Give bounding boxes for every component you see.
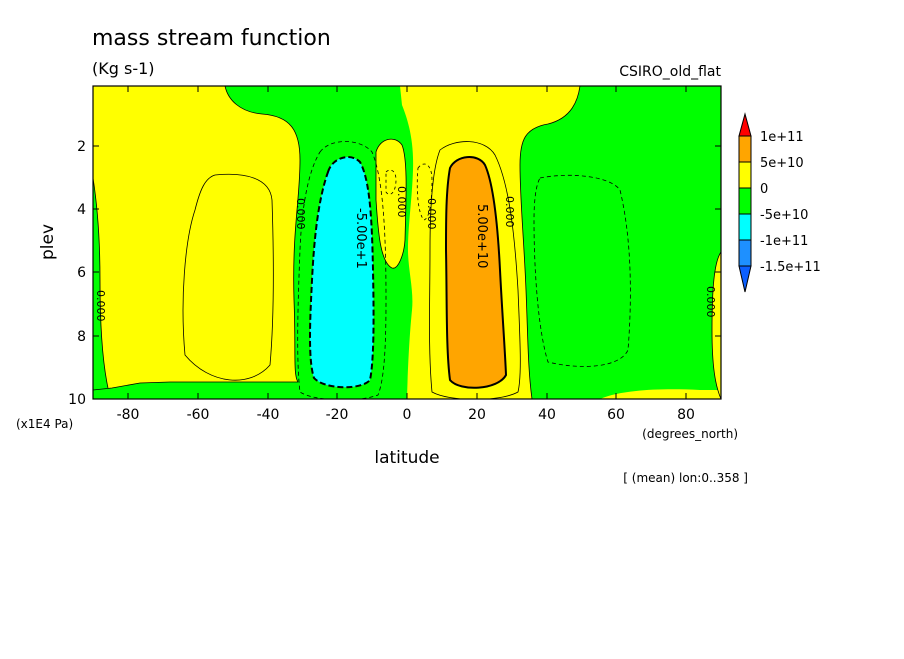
contour-northern-cell-outer [429, 141, 521, 399]
contour-label: 0.000 [294, 198, 307, 230]
colorbar-swatch [738, 187, 752, 215]
x-tick-label: 40 [538, 407, 556, 423]
contour-label: 0.000 [503, 196, 516, 228]
colorbar-label: 5e+10 [760, 156, 804, 171]
x-tick-label: -20 [326, 407, 349, 423]
y-units: (x1E4 Pa) [16, 417, 73, 431]
region-right-edge-positive [712, 252, 721, 399]
colorbar-swatch [738, 135, 752, 163]
contour-left-inner [182, 173, 274, 381]
x-tick-label: 60 [607, 407, 625, 423]
x-tick-label: 80 [677, 407, 695, 423]
contour-equator-lobe [375, 138, 407, 269]
contour-label: -5.00e+1 [353, 208, 368, 269]
colorbar-label: -1e+11 [760, 234, 808, 249]
contour-northern-cell-heavy [444, 156, 508, 389]
colorbar-bottom-arrow [738, 265, 752, 293]
x-ticks [127, 86, 687, 399]
y-tick-label: 10 [68, 392, 86, 408]
chart-title: mass stream function [92, 26, 331, 51]
colorbar-top-arrow [738, 112, 752, 137]
contour-left-edge [93, 177, 109, 389]
x-tick-label: -60 [187, 407, 210, 423]
y-tick-label: 6 [77, 265, 86, 281]
contour-north-dashed [533, 174, 631, 367]
x-tick-label: 0 [403, 407, 412, 423]
colorbar-swatch [738, 239, 752, 267]
contour-label: 0.000 [94, 290, 107, 322]
y-tick-label: 8 [77, 329, 86, 345]
contour-label: 5.00e+10 [474, 204, 489, 268]
contour-southern-cell-dashed [297, 141, 387, 399]
x-tick-label: 20 [468, 407, 486, 423]
region-equator-lobe [376, 139, 407, 269]
contour-label: 0.000 [425, 198, 438, 230]
region-right-bottom [600, 389, 721, 399]
region-left-edge-negative [93, 178, 108, 392]
model-label: CSIRO_old_flat [619, 64, 721, 80]
x-axis-label: latitude [374, 448, 439, 468]
region-southern-cell-core [310, 157, 374, 388]
contour-northern-zero [519, 86, 581, 399]
region-left-positive [93, 86, 300, 390]
x-tick-label: -40 [257, 407, 280, 423]
colorbar [738, 112, 752, 293]
y-tick-label: 2 [77, 139, 86, 155]
x-units: (degrees_north) [642, 427, 738, 441]
contour-right-edge [711, 251, 721, 399]
x-tick-labels: -80 -60 -40 -20 0 20 40 60 80 [117, 407, 695, 423]
y-tick-labels: 2 4 6 8 10 [68, 139, 86, 408]
colorbar-labels: 1e+11 5e+10 0 -5e+10 -1e+11 -1.5e+11 [760, 130, 821, 275]
colorbar-label: -1.5e+11 [760, 260, 821, 275]
contour-equator-dashed [416, 163, 433, 221]
colorbar-swatch [738, 213, 752, 241]
contour-label: 0.000 [704, 286, 717, 318]
colorbar-label: -5e+10 [760, 208, 808, 223]
contour-labels: 0.000 0.000 -5.00e+1 0.000 0.000 5.00e+1… [94, 186, 717, 322]
contour-southern-cell-heavy [309, 156, 375, 389]
y-ticks [93, 145, 721, 337]
x-tick-label: -80 [117, 407, 140, 423]
footnote: [ (mean) lon:0..358 ] [623, 471, 748, 485]
colorbar-swatch [738, 161, 752, 189]
y-tick-label: 4 [77, 202, 86, 218]
chart-units: (Kg s-1) [92, 59, 155, 78]
colorbar-label: 1e+11 [760, 130, 804, 145]
contour-label: 0.000 [395, 186, 408, 218]
contour-left-zero [93, 86, 301, 391]
colorbar-label: 0 [760, 182, 768, 197]
y-axis-label: plev [38, 224, 58, 260]
region-northern-cell-core [446, 157, 506, 388]
plot-area [93, 86, 721, 399]
